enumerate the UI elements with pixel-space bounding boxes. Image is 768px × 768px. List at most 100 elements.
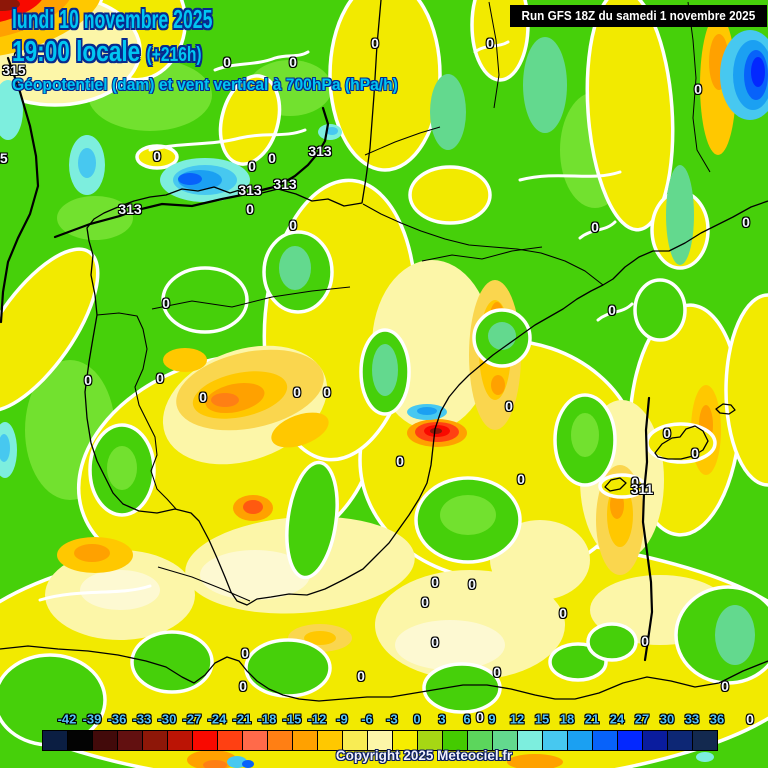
colorbar-value-label: 12 (509, 711, 525, 727)
parameter-subtitle-text: Géopotentiel (dam) et vent vertical à 70… (12, 75, 398, 94)
colorbar-value-label: -24 (207, 711, 227, 727)
zero-vertical-velocity-label: 0 (421, 594, 429, 610)
colorbar-value-label: -6 (361, 711, 373, 727)
colorbar-cell (667, 730, 693, 751)
geopotential-contour-label: 313 (308, 143, 332, 159)
zero-vertical-velocity-label: 0 (505, 398, 513, 414)
zero-vertical-velocity-label: 0 (691, 445, 699, 461)
zero-vertical-velocity-label: 0 (746, 711, 754, 727)
colorbar-value-label: 15 (534, 711, 550, 727)
zero-vertical-velocity-label: 0 (156, 370, 164, 386)
colorbar-value-label: 18 (559, 711, 575, 727)
colorbar-value-label: -42 (57, 711, 77, 727)
geopotential-contour-label: 315 (2, 62, 26, 78)
zero-vertical-velocity-label: 0 (493, 664, 501, 680)
colorbar-cell (242, 730, 268, 751)
colorbar-value-label: 9 (488, 711, 496, 727)
colorbar-cell (692, 730, 718, 751)
zero-vertical-velocity-label: 0 (608, 302, 616, 318)
colorbar-value-label: -33 (132, 711, 152, 727)
zero-vertical-velocity-label: 0 (239, 678, 247, 694)
zero-vertical-velocity-label: 0 (396, 453, 404, 469)
colorbar-value-label: 24 (609, 711, 625, 727)
model-run-box: Run GFS 18Z du samedi 1 novembre 2025 (510, 5, 767, 27)
zero-vertical-velocity-label: 0 (641, 633, 649, 649)
colorbar-cell (92, 730, 118, 751)
zero-vertical-velocity-label: 0 (246, 201, 254, 217)
colorbar-cell (642, 730, 668, 751)
colorbar-value-label: 30 (659, 711, 675, 727)
zero-vertical-velocity-label: 0 (694, 81, 702, 97)
colorbar-value-label: -9 (336, 711, 348, 727)
colorbar-cell (42, 730, 68, 751)
zero-vertical-velocity-label: 0 (742, 214, 750, 230)
colorbar-value-label: -39 (82, 711, 102, 727)
zero-vertical-velocity-label: 0 (241, 645, 249, 661)
geopotential-contour-label: 313 (118, 201, 142, 217)
zero-vertical-velocity-label: 0 (517, 471, 525, 487)
colorbar-cell (592, 730, 618, 751)
zero-vertical-velocity-label: 0 (486, 35, 494, 51)
colorbar-value-label: -3 (386, 711, 398, 727)
zero-vertical-velocity-label: 0 (357, 668, 365, 684)
colorbar-cell (117, 730, 143, 751)
colorbar-value-label: 0 (413, 711, 421, 727)
zero-vertical-velocity-label: 0 (371, 35, 379, 51)
zero-vertical-velocity-label: 0 (289, 54, 297, 70)
zero-vertical-velocity-label: 0 (431, 634, 439, 650)
colorbar-cell (542, 730, 568, 751)
zero-vertical-velocity-label: 0 (431, 574, 439, 590)
zero-vertical-velocity-label: 0 (14, 49, 22, 65)
colorbar-cell (192, 730, 218, 751)
valid-time-text: 19:00 locale (+216h) (12, 36, 339, 69)
colorbar-value-label: 27 (634, 711, 650, 727)
zero-vertical-velocity-label: 0 (199, 389, 207, 405)
colorbar-value-label: 33 (684, 711, 700, 727)
colorbar-value-label: -12 (307, 711, 327, 727)
copyright-text: Copyright 2025 Meteociel.fr (335, 748, 513, 763)
colorbar-cell (517, 730, 543, 751)
zero-vertical-velocity-label: 0 (223, 54, 231, 70)
colorbar-value-label: 36 (709, 711, 725, 727)
zero-vertical-velocity-label: 0 (162, 295, 170, 311)
geopotential-contour-label: 313 (273, 176, 297, 192)
colorbar-value-label: -15 (282, 711, 302, 727)
map-title-block: lundi 10 novembre 2025 19:00 locale (+21… (12, 4, 431, 95)
zero-vertical-velocity-label: 0 (248, 158, 256, 174)
colorbar-cell (217, 730, 243, 751)
zero-vertical-velocity-label: 0 (289, 217, 297, 233)
zero-vertical-velocity-label: 0 (268, 150, 276, 166)
colorbar-value-label: -30 (157, 711, 177, 727)
colorbar-cell (617, 730, 643, 751)
geopotential-contour-label: 311 (630, 481, 654, 497)
colorbar-cell (292, 730, 318, 751)
colorbar-value-label: 3 (438, 711, 446, 727)
colorbar-cell (67, 730, 93, 751)
colorbar-value-label: 21 (584, 711, 600, 727)
model-run-text: Run GFS 18Z du samedi 1 novembre 2025 (521, 9, 756, 23)
colorbar-value-label: 6 (463, 711, 471, 727)
colorbar-value-label: -36 (107, 711, 127, 727)
colorbar-cell (167, 730, 193, 751)
colorbar-value-label: -27 (182, 711, 202, 727)
zero-vertical-velocity-label: 0 (468, 576, 476, 592)
valid-date-text: lundi 10 novembre 2025 (12, 4, 213, 34)
zero-vertical-velocity-label: 0 (84, 372, 92, 388)
zero-vertical-velocity-label: 0 (559, 605, 567, 621)
zero-vertical-velocity-label: 0 (476, 709, 484, 725)
colorbar-cell (567, 730, 593, 751)
colorbar-value-label: -18 (257, 711, 277, 727)
colorbar-value-label: -21 (232, 711, 252, 727)
zero-vertical-velocity-label: 0 (663, 425, 671, 441)
forecast-offset-text: (+216h) (146, 44, 202, 66)
zero-vertical-velocity-label: 0 (323, 384, 331, 400)
zero-vertical-velocity-label: 0 (293, 384, 301, 400)
colorbar-cell (142, 730, 168, 751)
zero-vertical-velocity-label: 0 (153, 148, 161, 164)
colorbar-cell (267, 730, 293, 751)
zero-vertical-velocity-label: 0 (721, 678, 729, 694)
zero-vertical-velocity-label: 0 (631, 474, 639, 490)
local-time-text: 19:00 locale (12, 36, 141, 68)
